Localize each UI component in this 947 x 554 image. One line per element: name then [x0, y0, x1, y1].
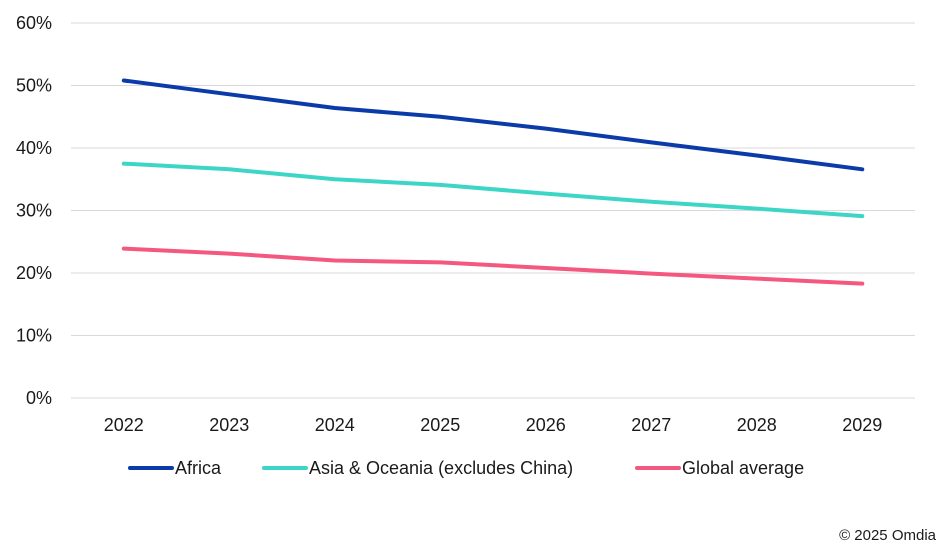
x-tick-label: 2027 — [631, 415, 671, 435]
x-tick-label: 2025 — [420, 415, 460, 435]
x-tick-label: 2023 — [209, 415, 249, 435]
x-tick-label: 2026 — [526, 415, 566, 435]
x-tick-label: 2029 — [842, 415, 882, 435]
y-tick-label: 60% — [16, 13, 52, 33]
y-tick-label: 40% — [16, 138, 52, 158]
x-tick-label: 2022 — [104, 415, 144, 435]
legend-label: Africa — [175, 458, 222, 478]
legend-label: Global average — [682, 458, 804, 478]
legend: Africa Asia & Oceania (excludes China) Glo… — [128, 458, 804, 478]
series-line-asia-oceania-excludes-china — [121, 161, 865, 219]
series-line-africa — [121, 78, 865, 172]
copyright-notice: © 2025 Omdia — [839, 527, 937, 544]
series-line-global-average — [121, 246, 865, 286]
legend-label: Asia & Oceania (excludes China) — [309, 458, 573, 478]
y-tick-label: 50% — [16, 76, 52, 96]
x-tick-label: 2028 — [737, 415, 777, 435]
x-tick-label: 2024 — [315, 415, 355, 435]
x-axis-tick-labels: 2022 2023 2024 2025 2026 2027 2028 2029 — [104, 415, 883, 435]
y-tick-label: 10% — [16, 326, 52, 346]
gridlines — [71, 22, 915, 399]
y-tick-label: 20% — [16, 263, 52, 283]
y-tick-label: 30% — [16, 201, 52, 221]
y-tick-label: 0% — [26, 388, 52, 408]
series-lines — [121, 78, 865, 286]
y-axis-tick-labels: 0% 10% 20% 30% 40% 50% 60% — [16, 13, 52, 408]
